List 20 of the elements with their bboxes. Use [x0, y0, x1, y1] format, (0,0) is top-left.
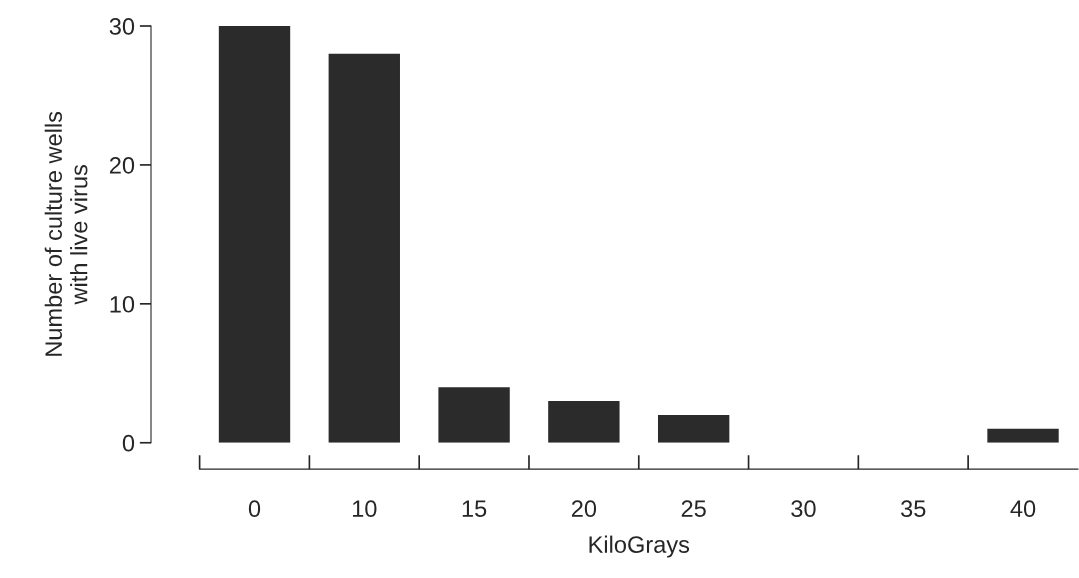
- x-tick-label: 15: [462, 500, 487, 518]
- bar: [438, 387, 510, 443]
- x-tick-label: 40: [1010, 500, 1036, 518]
- y-tick-label: 10: [110, 295, 135, 313]
- x-tick-label: 35: [901, 500, 926, 518]
- x-axis-title: KiloGrays: [589, 535, 690, 558]
- bar: [987, 428, 1059, 443]
- x-tick-label: 25: [681, 500, 706, 518]
- x-tick-label: 20: [571, 500, 597, 518]
- y-tick-label: 0: [122, 434, 135, 452]
- y-tick-label: 20: [109, 156, 135, 174]
- bar: [218, 26, 291, 443]
- bar: [548, 401, 620, 443]
- bar: [657, 414, 730, 443]
- y-axis-title: Number of culture wells with live virus: [44, 111, 88, 356]
- y-tick-label: 30: [109, 18, 135, 35]
- x-tick-label: 30: [791, 500, 816, 518]
- bar: [328, 53, 400, 443]
- x-tick-label: 0: [248, 500, 261, 518]
- x-tick-label: 10: [352, 500, 377, 518]
